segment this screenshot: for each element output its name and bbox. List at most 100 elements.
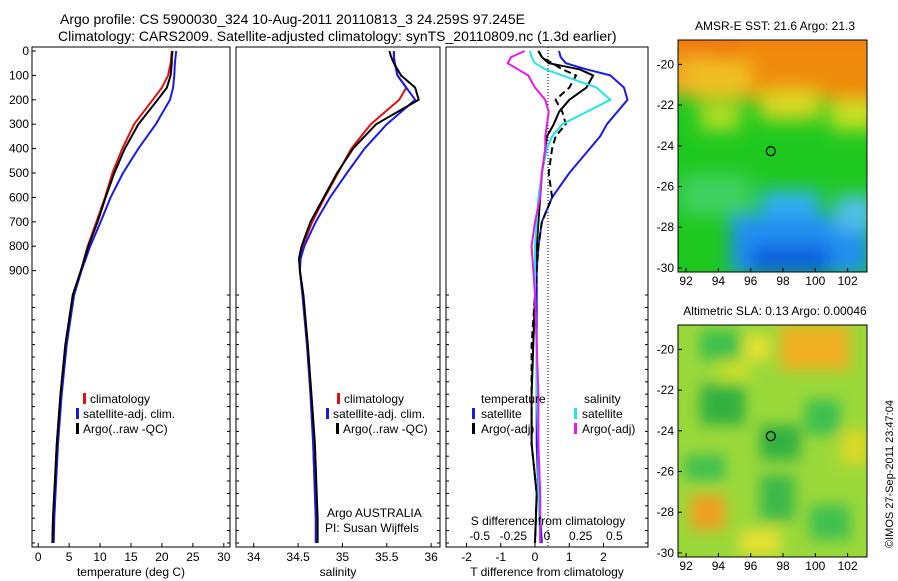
imos-timestamp: ©IMOS 27-Sep-2011 23:47:04 [884,400,896,548]
s-difference-x-label: S difference from climatology [471,514,626,528]
legend-swatch-satellite [326,408,329,419]
y-tick-label: 500 [9,166,29,180]
y-tick-label: 400 [9,142,29,156]
map-x-tick-label: 92 [679,559,693,573]
x-tick-label: 2 [600,550,607,564]
salinity-legend: climatology satellite-adj. clim. Argo(..… [326,392,428,436]
x-tick-label: -2 [461,550,472,564]
salinity-profile-panel: 34 34.5 35 35.5 36 salinity climatology sate… [235,46,441,579]
sla-map-title: Altimetric SLA: 0.13 Argo: 0.00046 [683,304,867,318]
map-x-tick-label: 100 [805,274,825,288]
legend-swatch-argo [336,423,339,434]
x-tick-label: 10 [93,550,107,564]
y-tick-label: 700 [9,215,29,229]
legend-swatch-s-satellite [574,408,577,419]
series-line-argo-raw-qc- [298,50,420,543]
x-tick-label: 0 [35,550,42,564]
sst-heatmap [678,40,867,272]
salinity-x-label: salinity [320,565,357,579]
sst-map-title: AMSR-E SST: 21.6 Argo: 21.3 [695,19,855,33]
x-tick-label: 34.5 [286,550,310,564]
y-tick-label: 0 [22,44,29,58]
argo-location-marker [765,145,776,157]
map-x-tick-label: 102 [838,559,858,573]
temperature-legend: climatology satellite-adj. clim. Argo(..… [76,392,175,436]
x-tick-label: 34 [247,550,261,564]
t-difference-x-label: T difference from climatology [470,565,624,579]
map-y-tick-label: -24 [657,424,675,438]
x-tick-label: -1 [495,550,506,564]
series-line-argo-adj-dashed [530,50,578,544]
y-tick-label: 900 [9,264,29,278]
x-tick-label: 30 [217,550,231,564]
map-y-tick-label: -28 [657,220,675,234]
legend-label-climatology: climatology [90,392,150,406]
series-line-argo-raw-qc- [51,50,174,544]
sst-map-frame [677,39,868,273]
map-x-tick-label: 102 [838,274,858,288]
y-tick-label: 600 [9,190,29,204]
legend-label-s-satellite: satellite [582,407,623,421]
legend-header-temperature: temperature [481,392,546,406]
x2-tick-label: 0.25 [569,529,593,543]
sla-map-panel: Altimetric SLA: 0.13 Argo: 0.00046 92 94 9… [657,304,868,573]
map-x-tick-label: 96 [744,559,758,573]
series-line-satellite-adj-clim- [298,51,417,543]
legend-label-satellite: satellite-adj. clim. [83,407,175,421]
x2-tick-label: 0 [544,529,551,543]
map-y-tick-label: -26 [657,180,675,194]
y-tick-label: 200 [9,93,29,107]
legend-label-climatology: climatology [344,392,404,406]
legend-swatch-argo [76,423,79,434]
difference-profile-panel: -2 -1 0 1 2 -0.5 -0.25 0 0.25 0.5 T difference fr… [445,46,649,579]
sla-map-frame [677,324,868,558]
x2-tick-label: -0.5 [469,529,490,543]
series-line-salinity-argo-adj- [506,50,550,543]
x-tick-label: 36 [424,550,438,564]
temperature-profile-panel: 0 100 200 300 400 500 600 700 800 900 0 5 10 15 20 25 30… [9,44,231,579]
sst-map-panel: AMSR-E SST: 21.6 Argo: 21.3 92 94 96 98 100 1… [657,19,868,288]
map-x-tick-label: 94 [712,274,726,288]
x-tick-label: 25 [186,550,200,564]
legend-label-s-argo: Argo(-adj) [582,422,635,436]
principal-investigator-annotation: PI: Susan Wijffels [325,521,419,535]
temperature-axes-frame [31,46,231,548]
x2-tick-label: 0.5 [606,529,623,543]
x-tick-label: 35.5 [375,550,399,564]
x-tick-label: 5 [66,550,73,564]
x-tick-label: 20 [155,550,169,564]
map-y-tick-label: -30 [657,261,675,275]
legend-swatch-climatology [337,393,340,404]
map-x-tick-label: 92 [679,274,693,288]
legend-swatch-s-argo [574,423,577,434]
y-tick-label: 100 [9,68,29,82]
legend-label-satellite: satellite-adj. clim. [333,407,425,421]
x2-tick-label: -0.25 [500,529,528,543]
map-y-tick-label: -22 [657,98,675,112]
x-tick-label: 1 [566,550,573,564]
legend-label-t-argo: Argo(-adj) [481,422,534,436]
legend-label-t-satellite: satellite [481,407,522,421]
legend-swatch-t-argo [472,423,475,434]
x-tick-label: 35 [336,550,350,564]
difference-legend: temperature salinity satellite Argo(-adj… [472,392,635,436]
map-y-tick-label: -22 [657,383,675,397]
sla-heatmap [678,325,867,557]
map-y-tick-label: -20 [657,342,675,356]
map-x-tick-label: 98 [776,559,790,573]
header-line-2: Climatology: CARS2009. Satellite-adjuste… [58,28,616,44]
legend-label-argo: Argo(..raw -QC) [343,422,428,436]
header-line-1: Argo profile: CS 5900030_324 10-Aug-2011… [60,11,525,27]
map-y-tick-label: -20 [657,57,675,71]
legend-label-argo: Argo(..raw -QC) [83,422,168,436]
legend-swatch-climatology [83,393,86,404]
temperature-x-label: temperature (deg C) [77,565,185,579]
map-y-tick-label: -30 [657,546,675,560]
legend-swatch-t-satellite [472,408,475,419]
map-y-tick-label: -26 [657,465,675,479]
map-x-tick-label: 98 [776,274,790,288]
map-x-tick-label: 100 [805,559,825,573]
float-country-annotation: Argo AUSTRALIA [327,506,422,520]
y-tick-label: 800 [9,239,29,253]
